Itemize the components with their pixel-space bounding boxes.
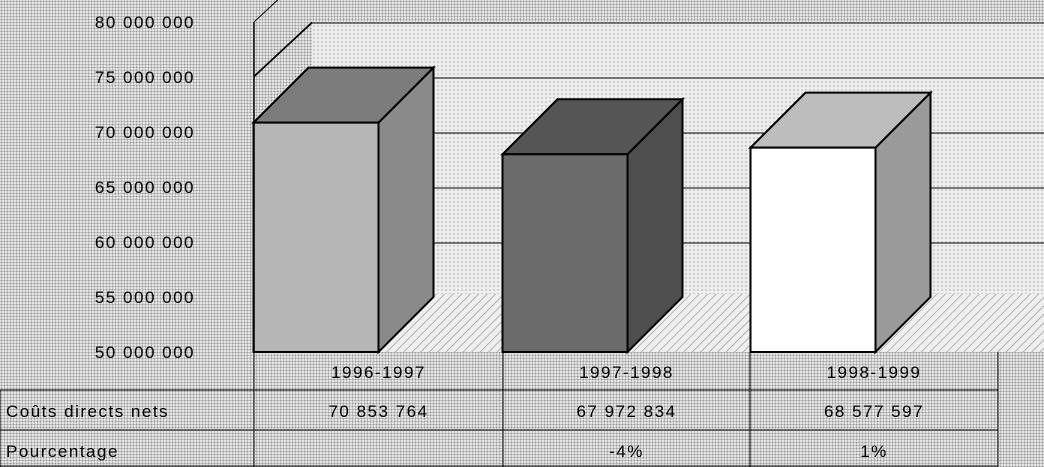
bar — [748, 90, 933, 355]
side-wall-top-edge — [253, 21, 313, 77]
table-cell: 1% — [860, 442, 888, 461]
y-tick-label: 65 000 000 — [95, 178, 195, 197]
table-cell: 68 577 597 — [824, 402, 924, 421]
bar-front-face — [252, 121, 380, 353]
y-tick-label: 60 000 000 — [95, 233, 195, 252]
bar-front-face — [749, 146, 877, 353]
y-axis-ticks: 50 000 000 55 000 000 60 000 000 65 000 000… — [95, 13, 195, 362]
y-tick-label: 70 000 000 — [95, 123, 195, 142]
bars — [251, 65, 933, 355]
data-table: 1996-1997 1997-1998 1998-1999 Coûts directs… — [0, 352, 999, 467]
gridline-side — [253, 0, 279, 23]
table-cell: -4% — [609, 442, 644, 461]
y-tick-label: 55 000 000 — [95, 288, 195, 307]
y-tick-label: 80 000 000 — [95, 13, 195, 32]
category-label: 1997-1998 — [579, 363, 674, 382]
gridline-side — [253, 22, 313, 78]
category-label: 1996-1997 — [331, 363, 426, 382]
table-cell: 67 972 834 — [576, 402, 676, 421]
y-tick-label: 75 000 000 — [95, 68, 195, 87]
bar — [251, 65, 436, 355]
table-row-label: Coûts directs nets — [6, 402, 169, 421]
bar-front-face — [501, 153, 629, 353]
table-row-label: Pourcentage — [6, 442, 119, 461]
y-tick-label: 50 000 000 — [95, 343, 195, 362]
category-label: 1998-1999 — [827, 363, 922, 382]
table-cell: 70 853 764 — [328, 402, 428, 421]
bar — [500, 96, 685, 355]
